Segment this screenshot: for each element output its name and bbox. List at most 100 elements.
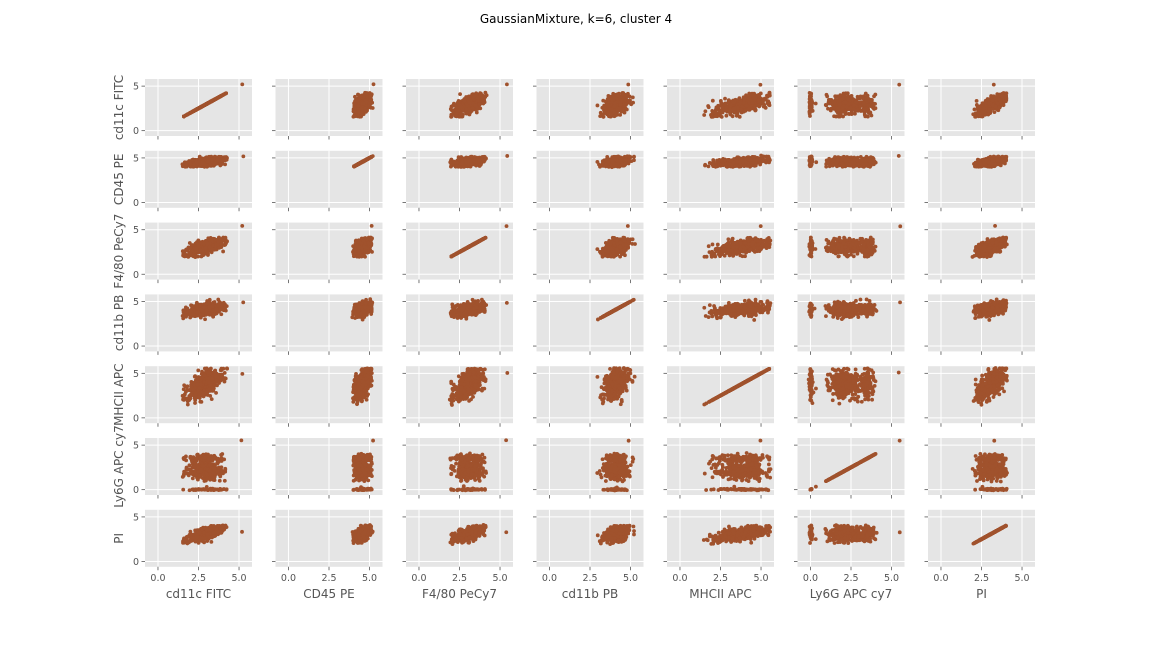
data-point [482, 155, 486, 159]
data-point [711, 99, 715, 103]
data-point [979, 114, 983, 118]
data-point [739, 108, 743, 112]
data-point [357, 104, 361, 108]
data-point [182, 115, 186, 119]
data-point [481, 158, 485, 162]
data-point [809, 102, 813, 106]
data-point [454, 114, 458, 118]
data-point [873, 102, 877, 106]
y-tick-label: 0 [133, 126, 139, 137]
data-point [837, 107, 841, 111]
data-point [371, 106, 375, 110]
data-point [450, 115, 454, 119]
data-point [451, 108, 455, 112]
data-point [873, 93, 877, 97]
data-point [626, 83, 630, 87]
data-point [1002, 103, 1006, 107]
data-point [372, 82, 376, 86]
data-point [732, 101, 736, 105]
data-point [874, 106, 878, 110]
data-point [475, 111, 479, 115]
data-point [702, 113, 706, 117]
data-point [738, 100, 742, 104]
data-point [828, 101, 832, 105]
data-point [719, 99, 723, 103]
data-point [753, 109, 757, 113]
data-point [833, 94, 837, 98]
data-point [762, 103, 766, 107]
data-point [367, 156, 371, 160]
data-point [861, 96, 865, 100]
data-point [219, 155, 223, 159]
data-point [973, 108, 977, 112]
data-point [712, 110, 716, 114]
data-point [844, 101, 848, 105]
data-point [478, 102, 482, 106]
data-point [205, 155, 209, 159]
data-point [993, 96, 997, 100]
data-point [607, 114, 611, 118]
data-point [827, 98, 831, 102]
data-point [211, 99, 215, 103]
data-point [195, 160, 199, 164]
panel-0-2 [403, 79, 514, 140]
data-point [371, 154, 375, 158]
data-point [984, 101, 988, 105]
data-point [859, 109, 863, 113]
data-point [353, 114, 357, 118]
data-point [610, 108, 614, 112]
data-point [850, 94, 854, 98]
data-point [613, 110, 617, 114]
data-point [476, 96, 480, 100]
data-point [241, 154, 245, 158]
data-point [478, 106, 482, 110]
y-tick-label: 5 [133, 153, 139, 164]
data-point [213, 162, 217, 166]
data-point [616, 94, 620, 98]
data-point [188, 161, 192, 165]
data-point [459, 112, 463, 116]
data-point [706, 104, 710, 108]
data-point [728, 108, 732, 112]
data-point [742, 101, 746, 105]
data-point [838, 102, 842, 106]
data-point [457, 155, 461, 159]
data-point [841, 106, 845, 110]
data-point [481, 102, 485, 106]
data-point [474, 103, 478, 107]
data-point [996, 101, 1000, 105]
data-point [975, 99, 979, 103]
data-point [619, 103, 623, 107]
data-point [703, 109, 707, 113]
data-point [462, 165, 466, 169]
data-point [865, 107, 869, 111]
data-point [733, 106, 737, 110]
data-point [207, 159, 211, 163]
data-point [714, 107, 718, 111]
data-point [825, 94, 829, 98]
data-point [839, 110, 843, 114]
data-point [808, 114, 812, 118]
data-point [852, 108, 856, 112]
y-tick-label: 0 [133, 198, 139, 209]
panel-1-1 [272, 151, 383, 212]
data-point [993, 110, 997, 114]
data-point [481, 94, 485, 98]
data-point [460, 105, 464, 109]
data-point [185, 113, 189, 117]
data-point [460, 162, 464, 166]
data-point [454, 165, 458, 169]
panel-0-5 [794, 79, 905, 140]
panel-0-4 [664, 79, 775, 140]
data-point [752, 94, 756, 98]
data-point [988, 111, 992, 115]
data-point [808, 91, 812, 95]
data-point [866, 115, 870, 119]
data-point [207, 101, 211, 105]
data-point [629, 101, 633, 105]
data-point [861, 101, 865, 105]
data-point [221, 159, 225, 163]
